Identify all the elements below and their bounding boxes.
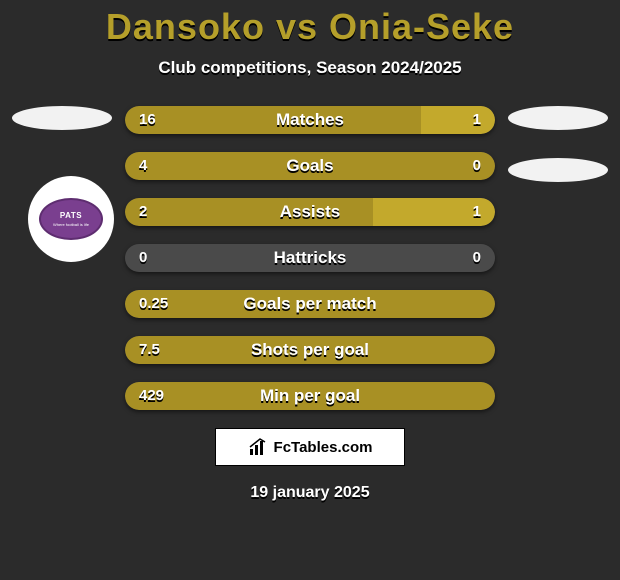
footer-date: 19 january 2025 — [0, 484, 620, 502]
stat-value-right: 1 — [473, 106, 481, 134]
comparison-panel: PATS Where football is life Matches16 1 Go… — [0, 106, 620, 410]
club-left-badge-inner: PATS Where football is life — [39, 198, 103, 240]
chart-icon — [248, 437, 268, 457]
page-title: Dansoko vs Onia-Seke — [0, 0, 620, 48]
stat-value-left: 0 — [139, 244, 147, 272]
stat-row: Assists2 1 — [125, 198, 495, 226]
player-left-placeholder-icon — [12, 106, 112, 130]
stat-label: Hattricks — [125, 244, 495, 272]
stat-value-left: 0.25 — [139, 290, 168, 318]
player-right-placeholder-icon — [508, 106, 608, 130]
stat-row: Goals per match0.25 — [125, 290, 495, 318]
stat-value-left: 429 — [139, 382, 164, 410]
stat-value-left: 4 — [139, 152, 147, 180]
stat-row: Min per goal429 — [125, 382, 495, 410]
stat-label: Shots per goal — [125, 336, 495, 364]
stat-bars: Matches161Goals40Assists21Hattricks00Goa… — [125, 106, 495, 410]
club-left-badge: PATS Where football is life — [28, 176, 114, 262]
club-left-badge-sub: Where football is life — [53, 222, 89, 227]
stat-value-left: 2 — [139, 198, 147, 226]
stat-row: Hattricks0 0 — [125, 244, 495, 272]
stat-row: Shots per goal7.5 — [125, 336, 495, 364]
stat-label: Min per goal — [125, 382, 495, 410]
club-left-badge-text: PATS — [60, 211, 82, 220]
stat-value-left: 7.5 — [139, 336, 160, 364]
page-subtitle: Club competitions, Season 2024/2025 — [0, 58, 620, 78]
club-right-placeholder-icon — [508, 158, 608, 182]
footer-brand-text: FcTables.com — [274, 439, 373, 456]
stat-label: Assists — [125, 198, 495, 226]
stat-label: Goals per match — [125, 290, 495, 318]
stat-value-right: 1 — [473, 198, 481, 226]
footer-brand: FcTables.com — [215, 428, 405, 466]
stat-value-right: 0 — [473, 244, 481, 272]
stat-row: Matches16 1 — [125, 106, 495, 134]
stat-value-right: 0 — [473, 152, 481, 180]
stat-row: Goals4 0 — [125, 152, 495, 180]
stat-label: Goals — [125, 152, 495, 180]
stat-value-left: 16 — [139, 106, 156, 134]
stat-label: Matches — [125, 106, 495, 134]
